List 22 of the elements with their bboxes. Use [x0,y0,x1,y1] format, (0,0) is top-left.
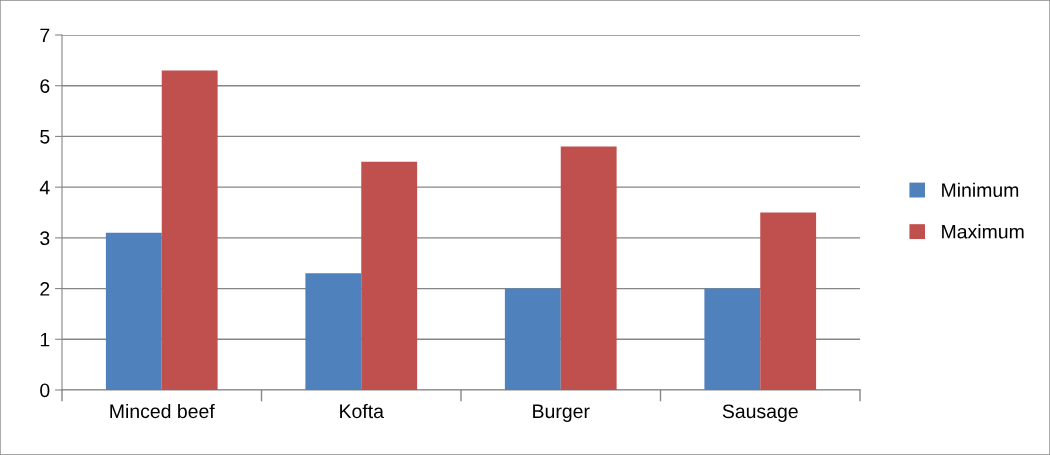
legend-label: Minimum [942,182,1019,197]
bar [504,288,561,390]
bar [305,273,362,390]
x-tick-label: Kofta [340,403,384,419]
y-tick-label: 3 [40,231,50,246]
y-tick-label: 7 [40,28,50,43]
y-tick-label: 5 [40,130,50,144]
y-tick-label: 4 [39,180,50,195]
bar [760,212,817,390]
legend-label: Maximum [942,224,1024,239]
y-tick-label: 1 [40,332,50,347]
bar [704,288,761,390]
y-tick-label: 0 [40,383,50,398]
y-tick-label: 6 [40,79,50,93]
y-tick-label: 2 [40,282,50,296]
bar [361,161,418,390]
bar [560,146,617,390]
x-tick-label: Burger [533,404,590,423]
x-tick-label: Minced beef [110,403,215,419]
bar [161,70,218,390]
bar [105,232,162,390]
x-tick-label: Sausage [722,404,798,423]
